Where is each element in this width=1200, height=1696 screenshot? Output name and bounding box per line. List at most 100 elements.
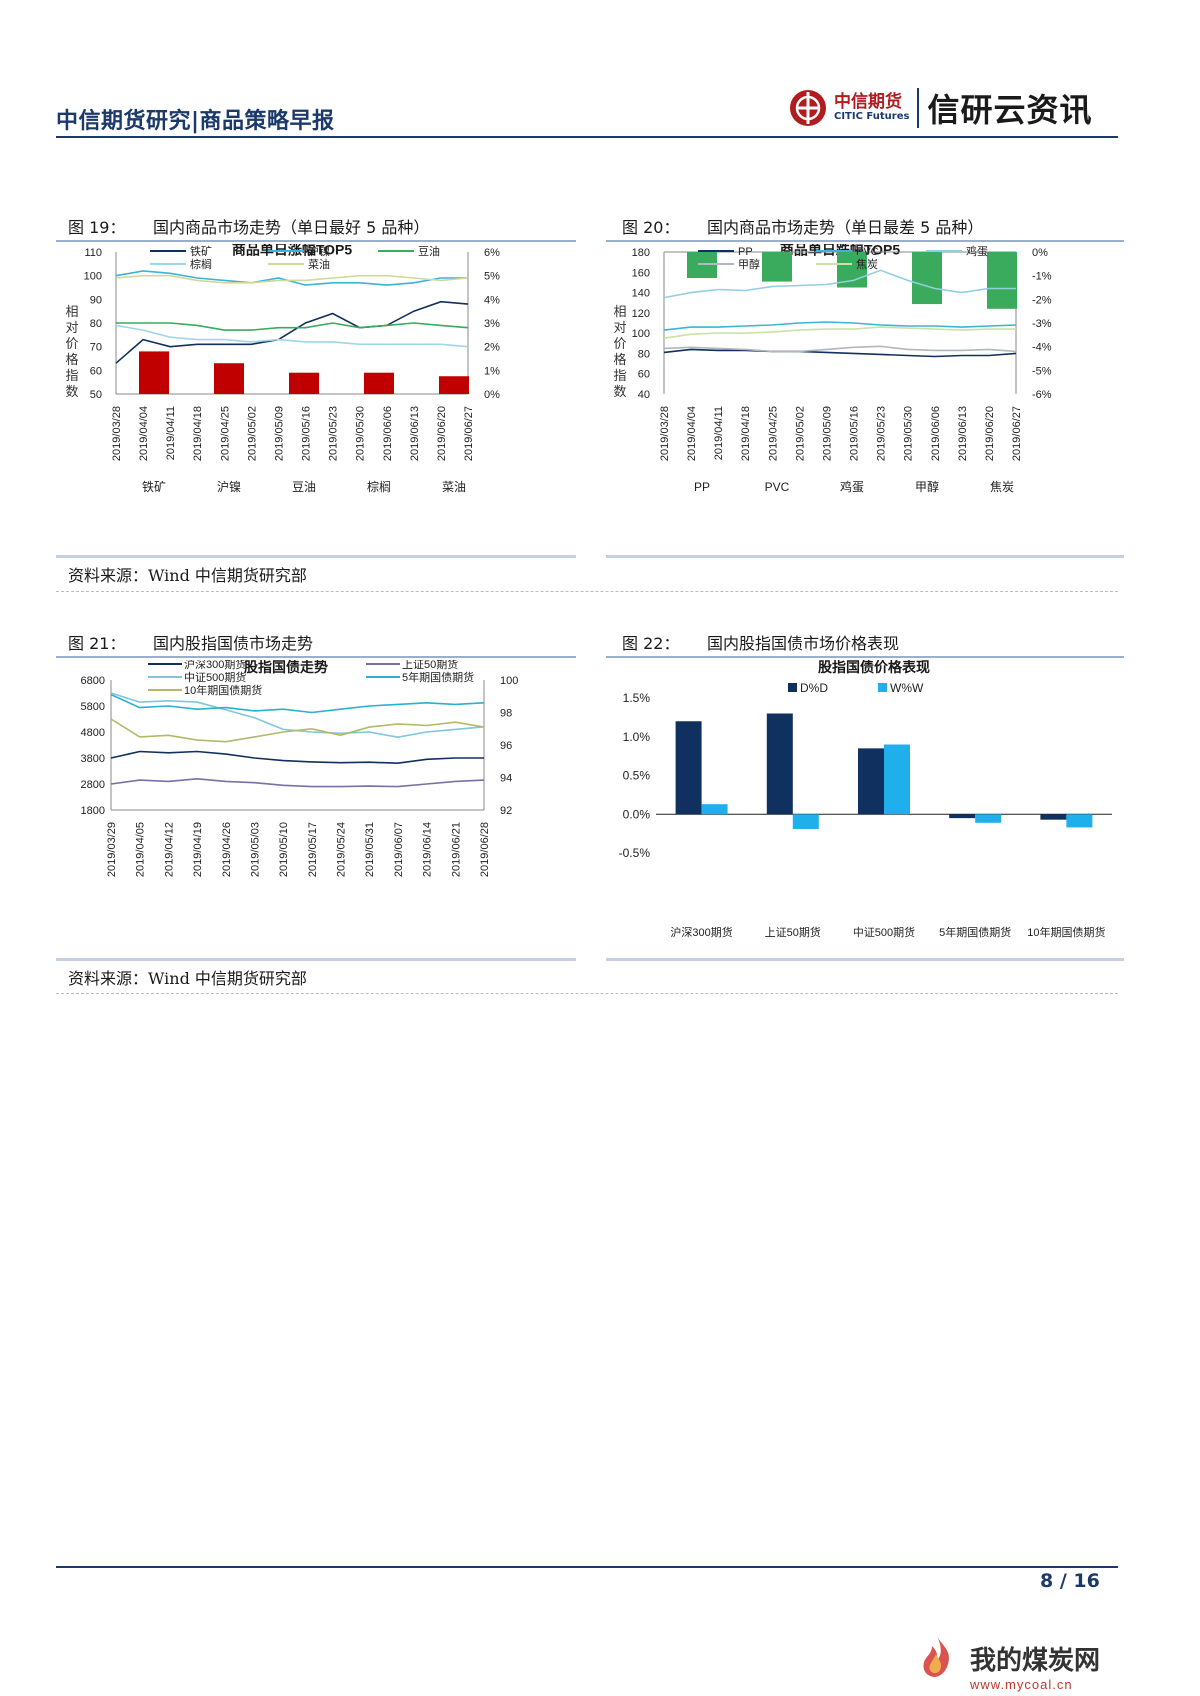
flame-icon (923, 1636, 949, 1677)
brand-logo: 中信期货 CITIC Futures 信研云资讯 (788, 86, 1092, 130)
y-tick-left: 110 (84, 247, 102, 259)
fig22-title: 国内股指国债市场价格表现 (707, 634, 900, 653)
y-tick-right: -2% (1032, 294, 1052, 306)
legend-label: 鸡蛋 (966, 244, 988, 258)
x-tick-date: 2019/06/28 (479, 822, 491, 877)
legend-label: 中证500期货 (184, 670, 246, 684)
x-tick-date: 2019/06/06 (930, 406, 942, 461)
y-tick-right: 92 (500, 805, 512, 817)
x-tick-date: 2019/03/28 (659, 406, 671, 461)
x-tick-date: 2019/04/05 (135, 822, 147, 877)
bar-category-label: PP (694, 480, 710, 494)
source-note-1: 资料来源：Wind 中信期货研究部 (68, 566, 307, 585)
fig20-title: 国内商品市场走势（单日最差 5 品种） (707, 218, 984, 237)
fig20-chart: 商品单日跌幅TOP5相对价格指数1801601401201008060400%-… (613, 244, 1052, 494)
x-tick-date: 2019/05/24 (336, 822, 348, 877)
x-tick-date: 2019/06/07 (393, 822, 405, 877)
x-tick-date: 2019/05/23 (876, 406, 888, 461)
y-tick: -0.5% (619, 846, 651, 860)
bar-PP (687, 252, 717, 279)
bar-category-label: PVC (765, 480, 790, 494)
bar-棕榈 (364, 372, 394, 394)
y-tick-right: 3% (484, 318, 500, 330)
bar-铁矿 (139, 351, 169, 394)
y-tick-left: 100 (84, 271, 102, 283)
series-line-PVC (663, 321, 1017, 331)
x-tick-date: 2019/04/18 (740, 406, 752, 461)
series-line-PP (663, 348, 1017, 358)
x-tick-date: 2019/04/12 (163, 822, 175, 877)
y-tick-left: 100 (632, 328, 650, 340)
bar-W%W (884, 744, 910, 815)
bar-D%D (1040, 814, 1067, 820)
y-tick-left: 6800 (81, 675, 105, 687)
watermark: 我的煤炭网 www.mycoal.cn (923, 1636, 1100, 1692)
series-line-沪镍 (115, 270, 468, 286)
fig21-number: 图 21： (68, 634, 126, 653)
y-axis-label-char: 格 (65, 352, 78, 367)
series-line-10年期国债期货 (110, 718, 485, 743)
fig21-rule (56, 656, 576, 658)
x-tick-date: 2019/05/30 (903, 406, 915, 461)
legend-label: 沪深300期货 (184, 660, 246, 671)
y-tick-right: -5% (1032, 365, 1052, 377)
x-tick-date: 2019/04/04 (138, 406, 150, 461)
y-tick-left: 2800 (81, 779, 105, 791)
fig20-number: 图 20： (622, 218, 680, 237)
fig19-bottom-rule (56, 555, 576, 558)
y-tick-right: -6% (1032, 389, 1052, 401)
section-divider-2 (56, 993, 1118, 994)
y-tick-right: 98 (500, 708, 512, 720)
y-axis-label-char: 指 (65, 368, 78, 383)
bar-category-label: 豆油 (292, 480, 316, 494)
fig20-bottom-rule (606, 555, 1124, 558)
legend-label: 铁矿 (190, 245, 212, 258)
fig19-title: 国内商品市场走势（单日最好 5 品种） (153, 218, 430, 237)
logo-en-text: CITIC Futures (834, 110, 910, 122)
x-category-label: 中证500期货 (853, 925, 915, 939)
bar-PVC (762, 252, 792, 282)
series-line-上证50期货 (110, 777, 485, 788)
series-line-棕榈 (115, 324, 469, 348)
bar-豆油 (289, 372, 319, 394)
x-tick-date: 2019/06/21 (450, 822, 462, 877)
legend-swatch (878, 683, 887, 692)
header-rule (56, 136, 1118, 138)
fig19-chart: 商品单日涨幅TOP5相对价格指数11010090807060506%5%4%3%… (65, 244, 500, 494)
page-number: 8 / 16 (1040, 1570, 1100, 1592)
y-axis-label-char: 数 (613, 384, 626, 399)
series-line-甲醇 (663, 345, 1017, 353)
bar-D%D (675, 721, 702, 815)
bar-category-label: 铁矿 (142, 480, 166, 494)
y-tick-right: 2% (484, 342, 500, 354)
x-category-label: 沪深300期货 (670, 925, 732, 939)
y-tick: 1.5% (623, 691, 651, 705)
section-divider-1 (56, 591, 1118, 592)
y-tick-right: -1% (1032, 271, 1052, 283)
series-line-铁矿 (115, 300, 469, 364)
y-axis-label-char: 价 (65, 336, 78, 351)
series-line-菜油 (115, 274, 469, 284)
x-tick-date: 2019/06/27 (463, 406, 475, 461)
fig21-chart: 股指国债走势 6800 5800 4800 3800 2800 1800 100 98 96 94 9… (81, 660, 519, 877)
bar-菜油 (439, 376, 469, 394)
watermark-en: www.mycoal.cn (970, 1677, 1073, 1692)
y-tick-right: 0% (1032, 247, 1048, 259)
footer-rule (56, 1566, 1118, 1568)
y-axis-label-char: 格 (613, 352, 626, 367)
y-axis-label-char: 相 (65, 304, 78, 319)
chart-title: 股指国债走势 (244, 660, 328, 675)
x-tick-date: 2019/05/23 (328, 406, 340, 461)
y-tick-right: 96 (500, 740, 512, 752)
y-tick-right: -3% (1032, 318, 1052, 330)
x-tick-date: 2019/06/14 (422, 822, 434, 877)
legend-label: 10年期国债期货 (184, 683, 262, 697)
x-tick-date: 2019/05/02 (794, 406, 806, 461)
series-line-鸡蛋 (663, 269, 1016, 299)
legend-label: 甲醇 (738, 257, 760, 271)
x-tick-date: 2019/04/25 (219, 406, 231, 461)
x-tick-date: 2019/04/11 (165, 406, 177, 460)
report-title: 中信期货研究|商品策略早报 (56, 109, 335, 134)
legend-label: 焦炭 (856, 258, 878, 271)
legend-label: 菜油 (308, 257, 330, 271)
